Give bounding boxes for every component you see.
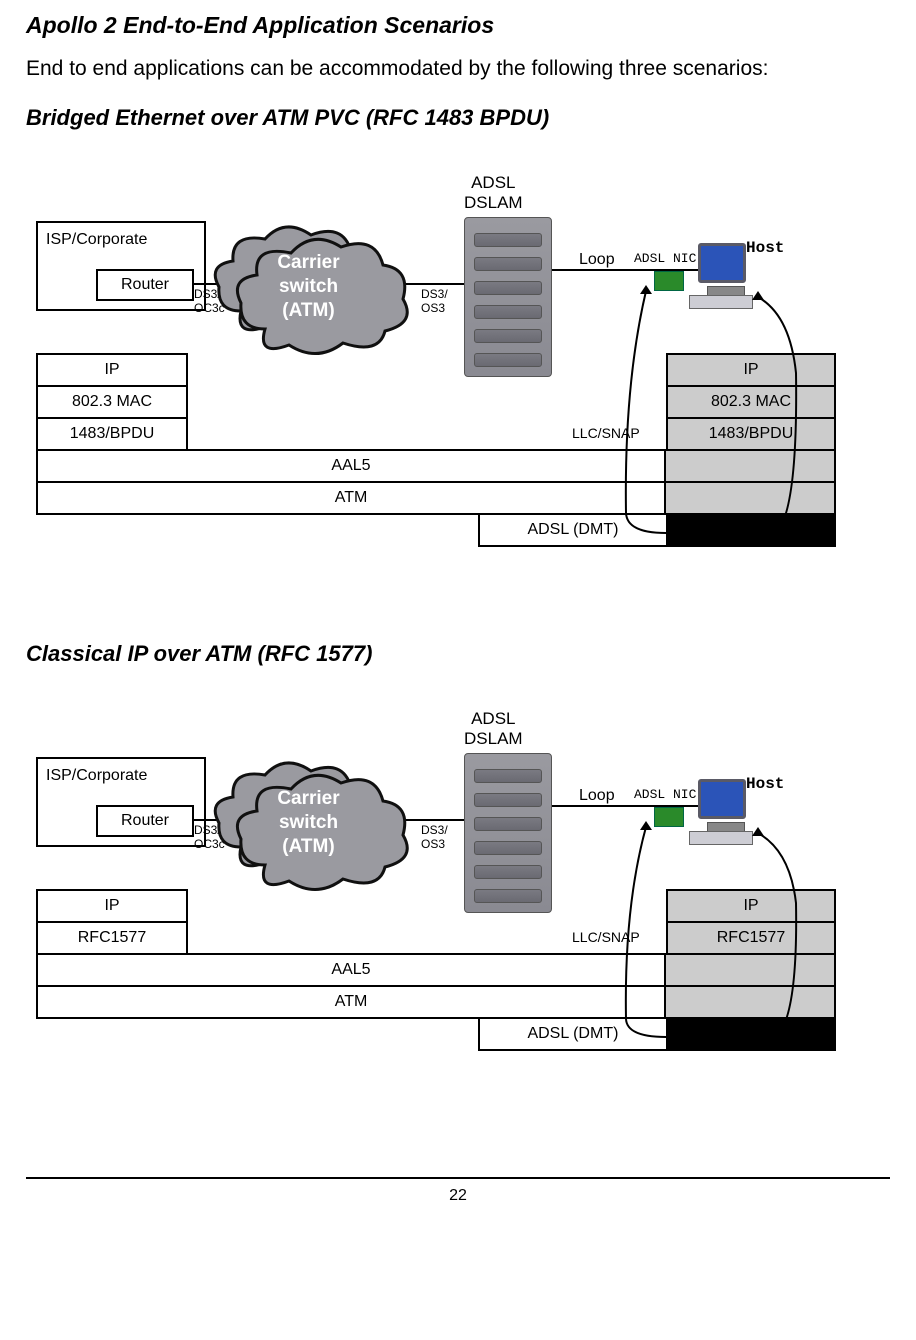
arrow-curves-2 [26,697,866,1097]
page-number: 22 [26,1179,890,1213]
intro-text: End to end applications can be accommoda… [26,57,890,81]
diagram-bridged-ethernet: ADSLDSLAM ISP/Corporate Router DS3/ OC3c… [26,161,866,581]
arrow-curves [26,161,866,581]
section-1-title: Bridged Ethernet over ATM PVC (RFC 1483 … [26,105,890,131]
section-2-title: Classical IP over ATM (RFC 1577) [26,641,890,667]
page-title: Apollo 2 End-to-End Application Scenario… [26,12,890,39]
diagram-classical-ip: ADSLDSLAM ISP/Corporate Router DS3/ OC3c… [26,697,866,1097]
